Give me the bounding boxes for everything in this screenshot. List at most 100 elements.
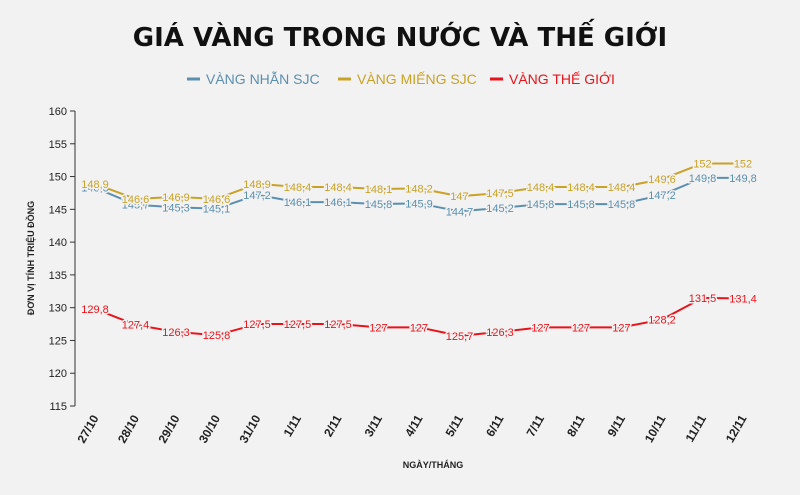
x-tick-label: 7/11	[524, 412, 548, 439]
data-point	[741, 296, 745, 300]
y-ticks: 115 120 125 130 135 140 145 150 155 160	[49, 106, 75, 413]
data-label: 148,4	[608, 182, 636, 194]
data-label: 147,5	[486, 188, 514, 200]
data-label: 145,8	[527, 199, 555, 211]
data-point	[458, 194, 461, 198]
y-tick-label: 145	[49, 204, 67, 216]
x-tick-label: 8/11	[564, 412, 588, 439]
data-label: 146,6	[203, 194, 231, 206]
data-label: 149,8	[729, 173, 757, 185]
x-tick-label: 12/11	[723, 412, 750, 445]
y-axis-label: ĐƠN VỊ TÍNH TRIỆU ĐỒNG	[25, 201, 36, 315]
data-point	[134, 323, 137, 327]
data-label: 149,8	[689, 173, 717, 185]
legend: VÀNG NHẪN SJC VÀNG MIẾNG SJC VÀNG THẾ GI…	[187, 71, 615, 87]
y-tick-label: 115	[49, 401, 67, 413]
data-label: 126,3	[162, 327, 190, 339]
data-label: 145,9	[405, 198, 433, 210]
data-label: 145,8	[365, 199, 393, 211]
data-point	[620, 202, 623, 206]
data-label: 127	[531, 322, 549, 334]
data-point	[539, 325, 542, 329]
x-tick-label: 31/10	[236, 412, 263, 445]
data-point	[296, 322, 299, 326]
data-point	[579, 185, 583, 189]
data-point	[701, 161, 704, 165]
data-point	[417, 186, 421, 190]
data-point	[620, 185, 623, 189]
data-label: 148,4	[284, 182, 312, 194]
data-point	[417, 201, 421, 205]
data-label: 146,1	[324, 197, 352, 209]
data-point	[498, 206, 502, 210]
series-mieng: 148,9 146,6 146,9 146,6 148,9 148,4 148,4 148,1…	[80, 157, 754, 207]
data-label: 148,4	[527, 182, 555, 194]
data-label: 145,2	[486, 203, 514, 215]
data-point	[620, 325, 623, 329]
legend-item-nhan: VÀNG NHẪN SJC	[187, 71, 320, 87]
data-point	[660, 317, 664, 321]
data-point	[660, 177, 664, 181]
x-tick-label: 1/11	[281, 412, 305, 439]
data-label: 147	[450, 191, 468, 203]
data-label: 146,1	[284, 197, 312, 209]
data-point	[255, 193, 259, 197]
data-point	[377, 187, 380, 191]
legend-label-mieng: VÀNG MIẾNG SJC	[357, 71, 477, 87]
data-label: 127	[369, 322, 387, 334]
legend-label-the-gioi: VÀNG THẾ GIỚI	[509, 71, 615, 87]
data-label: 125,8	[203, 330, 231, 342]
data-point	[579, 325, 583, 329]
data-point	[215, 333, 218, 337]
data-label: 145,7	[122, 200, 150, 212]
data-label: 127	[612, 322, 630, 334]
x-tick-label: 5/11	[443, 412, 467, 439]
data-point	[296, 200, 299, 204]
data-point	[215, 207, 218, 211]
y-tick-label: 140	[49, 237, 67, 249]
legend-item-the-gioi: VÀNG THẾ GIỚI	[490, 71, 615, 87]
data-point	[701, 296, 704, 300]
y-tick-label: 125	[49, 335, 67, 347]
data-point	[296, 185, 299, 189]
x-ticks: 27/10 28/10 29/10 30/10 31/10 1/11 2/11 3/11 4/1…	[74, 412, 749, 445]
legend-label-nhan: VÀNG NHẪN SJC	[206, 71, 320, 87]
data-label: 148,9	[81, 179, 109, 191]
data-point	[336, 200, 340, 204]
data-point	[336, 322, 340, 326]
data-label: 148,9	[243, 179, 271, 191]
data-point	[377, 325, 380, 329]
y-tick-label: 120	[49, 368, 67, 380]
data-point	[741, 161, 745, 165]
x-tick-label: 3/11	[362, 412, 386, 439]
data-point	[134, 197, 137, 201]
x-tick-label: 30/10	[196, 412, 223, 445]
data-point	[174, 205, 178, 209]
data-label: 146,9	[162, 192, 190, 204]
data-label: 148,1	[365, 184, 393, 196]
data-label: 128,2	[648, 314, 676, 326]
data-point	[539, 185, 542, 189]
data-label: 148,2	[405, 183, 433, 195]
x-axis-label: NGÀY/THÁNG	[403, 460, 464, 470]
data-point	[579, 202, 583, 206]
data-point	[701, 176, 704, 180]
y-tick-label: 130	[49, 303, 67, 315]
data-point	[174, 195, 178, 199]
data-point	[417, 325, 421, 329]
legend-item-mieng: VÀNG MIẾNG SJC	[338, 71, 477, 87]
data-point	[215, 197, 218, 201]
data-label: 125,7	[446, 331, 474, 343]
data-point	[134, 203, 137, 207]
data-label: 131,5	[689, 293, 717, 305]
data-point	[255, 182, 259, 186]
data-label: 145,3	[162, 202, 190, 214]
x-tick-label: 29/10	[155, 412, 182, 445]
data-label: 127,5	[284, 319, 312, 331]
data-label: 145,1	[203, 204, 231, 216]
x-tick-label: 4/11	[402, 412, 426, 439]
data-label: 129,8	[81, 304, 109, 316]
data-label: 152	[693, 158, 711, 170]
